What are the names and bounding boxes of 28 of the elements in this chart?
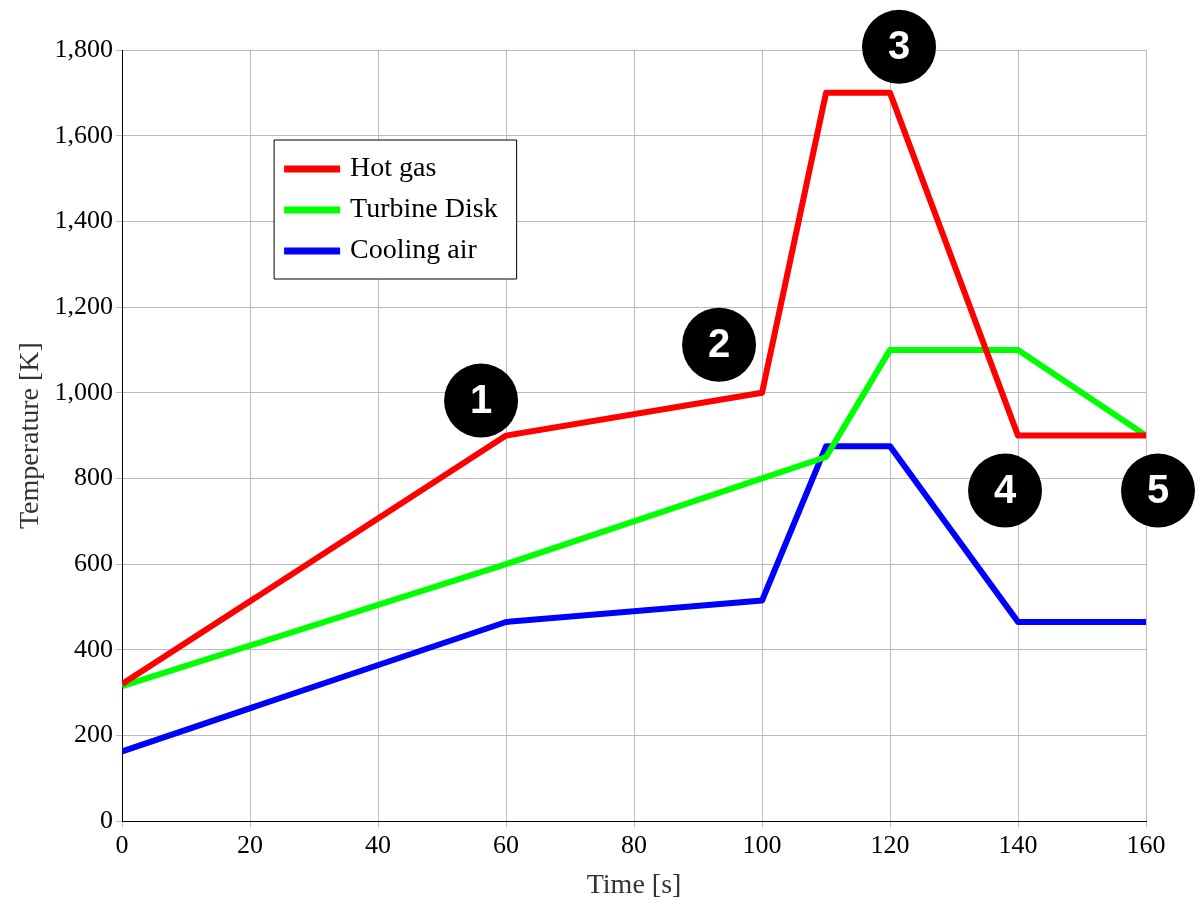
- y-tick-label: 1,800: [54, 33, 114, 63]
- y-tick-label: 0: [100, 805, 114, 835]
- y-tick-label: 800: [74, 462, 114, 492]
- annotation: 1: [469, 376, 493, 421]
- y-tick-label: 1,200: [54, 290, 114, 320]
- annotation: 3: [887, 22, 911, 67]
- annotation: 2: [707, 320, 731, 365]
- y-tick-label: 1,600: [54, 119, 114, 149]
- annotation: 4: [993, 466, 1017, 511]
- x-tick-label: 100: [742, 829, 782, 859]
- legend-label: Hot gas: [350, 151, 437, 183]
- y-tick-label: 400: [74, 633, 114, 663]
- y-tick-label: 200: [74, 719, 114, 749]
- y-tick-label: 1,400: [54, 205, 114, 235]
- x-tick-label: 120: [870, 829, 910, 859]
- x-tick-label: 40: [365, 829, 392, 859]
- y-axis-title: Temperature [K]: [13, 342, 45, 530]
- legend-label: Cooling air: [350, 233, 478, 265]
- annotation: 5: [1146, 466, 1170, 511]
- x-tick-label: 80: [621, 829, 648, 859]
- x-tick-label: 160: [1126, 829, 1166, 859]
- x-axis-title: Time [s]: [586, 867, 682, 899]
- x-tick-label: 140: [998, 829, 1038, 859]
- x-tick-label: 20: [237, 829, 264, 859]
- y-tick-label: 1,000: [54, 376, 114, 406]
- x-tick-label: 60: [493, 829, 520, 859]
- legend-label: Turbine Disk: [350, 192, 498, 224]
- y-tick-label: 600: [74, 547, 114, 577]
